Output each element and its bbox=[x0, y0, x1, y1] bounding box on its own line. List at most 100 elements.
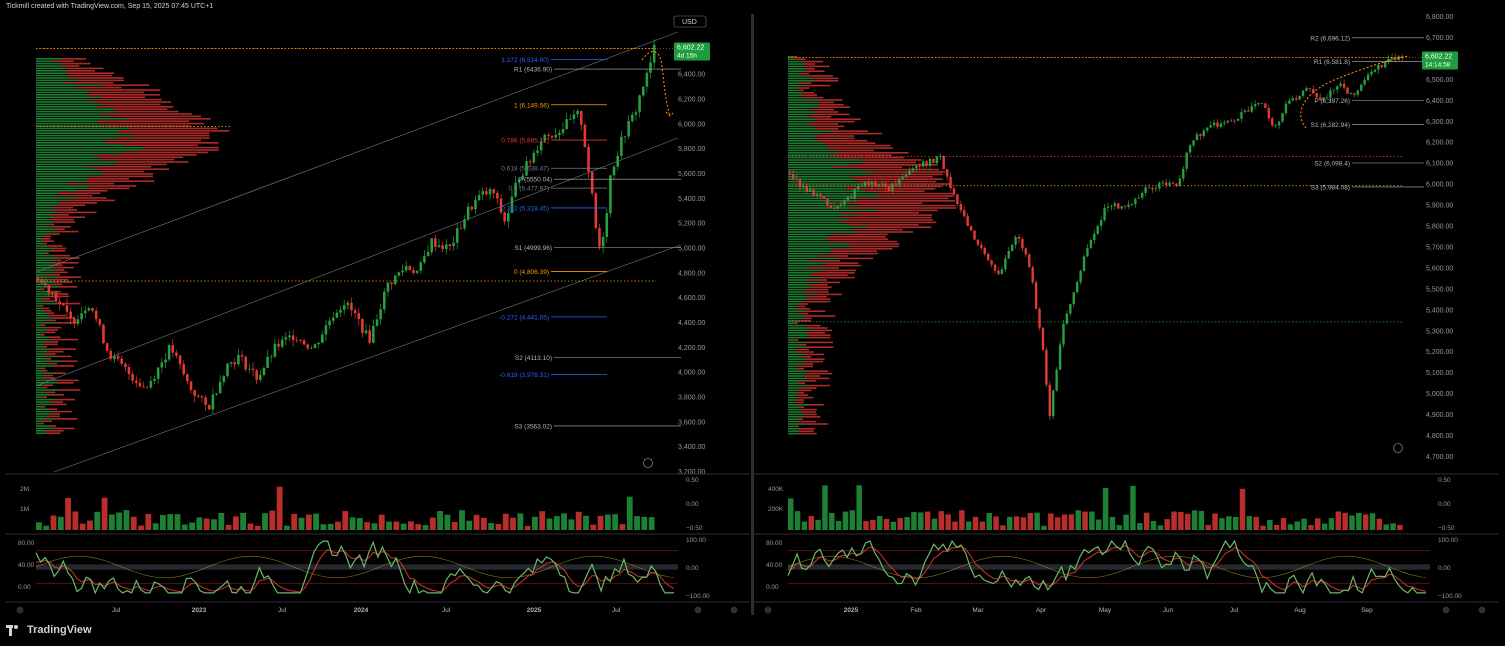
volume-profile-bar-down bbox=[112, 108, 168, 110]
volume-profile-bar-down bbox=[77, 79, 124, 82]
volume-bar bbox=[918, 512, 924, 530]
volume-profile-bar-up bbox=[36, 74, 68, 77]
volume-profile-bar-down bbox=[55, 262, 79, 264]
volume-profile-bar-down bbox=[110, 115, 202, 118]
left-chart-panel[interactable]: 6,800.006,600.006,400.006,200.006,000.00… bbox=[6, 14, 750, 615]
volume-profile-bar-up bbox=[36, 403, 50, 406]
left-chart-svg[interactable]: 6,800.006,600.006,400.006,200.006,000.00… bbox=[6, 14, 750, 615]
stoch-left-axis-label: 40.00 bbox=[18, 562, 35, 569]
candle-down bbox=[1031, 267, 1034, 283]
volume-profile-bar-down bbox=[838, 257, 874, 260]
candle-down bbox=[997, 270, 1000, 275]
volume-profile-bar-down bbox=[101, 96, 146, 98]
volume-profile-bar-down bbox=[90, 175, 153, 178]
volume-profile-bar-down bbox=[52, 206, 74, 209]
volume-profile-bar-up bbox=[36, 250, 50, 252]
volume-profile-bar-up bbox=[36, 264, 51, 266]
volume-profile-bar-down bbox=[55, 427, 75, 430]
candle-down bbox=[1315, 92, 1318, 98]
volume-profile-bar-down bbox=[808, 267, 840, 269]
volume-profile-bar-down bbox=[39, 288, 45, 290]
volume-bar bbox=[473, 514, 480, 530]
candle-down bbox=[251, 368, 255, 371]
volume-profile-bar-down bbox=[798, 344, 807, 346]
volume-profile-bar-down bbox=[75, 86, 122, 89]
candle-up bbox=[404, 265, 408, 271]
volume-profile-bar-up bbox=[36, 334, 41, 336]
candle-down bbox=[368, 330, 371, 343]
volume-bar bbox=[1000, 525, 1006, 530]
pivot-level-label: P (5550.04) bbox=[518, 177, 552, 184]
volume-bar bbox=[1260, 525, 1266, 530]
volume-profile-bar-down bbox=[850, 245, 899, 248]
volume-profile-bar-up bbox=[36, 367, 40, 370]
candle-up bbox=[226, 363, 229, 377]
volume-profile-bar-up bbox=[36, 370, 43, 372]
candle-down bbox=[1147, 187, 1151, 189]
volume-profile-bar-up bbox=[788, 308, 799, 310]
volume-profile-bar-up bbox=[788, 144, 829, 147]
volume-profile-bar-up bbox=[788, 264, 821, 267]
candle-up bbox=[1168, 182, 1171, 186]
volume-profile-bar-up bbox=[36, 158, 99, 161]
right-chart-panel[interactable]: 6,800.006,700.006,600.006,500.006,400.00… bbox=[754, 14, 1498, 615]
volume-profile-bar-down bbox=[814, 101, 835, 104]
volume-profile-bar-down bbox=[39, 324, 46, 326]
volume-profile-bar-up bbox=[36, 372, 54, 374]
volume-profile-bar-up bbox=[788, 284, 808, 286]
candle-up bbox=[572, 114, 576, 119]
chart-settings-icon bbox=[1393, 443, 1403, 453]
candle-down bbox=[175, 352, 178, 356]
volume-profile-bar-up bbox=[788, 360, 806, 363]
volume-profile-bar-down bbox=[45, 341, 59, 343]
candle-down bbox=[105, 343, 109, 351]
volume-label: 400K bbox=[768, 486, 784, 493]
y-tick-label: 3,600.00 bbox=[678, 419, 705, 426]
volume-profile-bar-down bbox=[47, 425, 56, 427]
volume-profile-bar-down bbox=[105, 142, 219, 144]
volume-profile-bar-down bbox=[49, 250, 66, 252]
candle-down bbox=[583, 124, 587, 147]
candle-down bbox=[40, 280, 43, 283]
volume-profile-bar-up bbox=[788, 216, 839, 219]
volume-profile-bar-up bbox=[36, 302, 58, 305]
volume-profile-bar-down bbox=[798, 320, 812, 322]
volume-profile-bar-up bbox=[36, 326, 47, 329]
volume-profile-bar-up bbox=[36, 86, 76, 89]
tradingview-logo[interactable]: TradingView bbox=[6, 624, 92, 636]
volume-profile-bar-up bbox=[788, 63, 805, 65]
candle-up bbox=[463, 219, 466, 229]
volume-profile-bar-up bbox=[788, 228, 852, 231]
candle-down bbox=[932, 158, 935, 163]
volume-bar bbox=[539, 511, 546, 530]
candle-down bbox=[361, 318, 364, 334]
candle-up bbox=[539, 141, 543, 151]
volume-profile-bar-up bbox=[788, 176, 850, 178]
volume-profile-bar-up bbox=[36, 410, 58, 413]
candle-up bbox=[149, 380, 153, 388]
pivot-level-label: S3 (5,984.08) bbox=[1311, 184, 1350, 191]
candle-up bbox=[1390, 57, 1394, 59]
volume-bar bbox=[284, 525, 290, 530]
volume-profile-bar-up bbox=[788, 77, 814, 80]
volume-profile-bar-down bbox=[838, 216, 932, 219]
pane-separator[interactable] bbox=[751, 14, 754, 615]
stoch-left-axis-label: 0.00 bbox=[18, 584, 31, 591]
fib-level-label: 0.786 (5,865.12) bbox=[501, 138, 549, 145]
candle-down bbox=[798, 179, 802, 188]
candle-up bbox=[620, 136, 623, 156]
volume-profile-bar-down bbox=[859, 168, 939, 171]
volume-profile-bar-down bbox=[829, 236, 886, 238]
candle-down bbox=[819, 194, 822, 197]
y-tick-label: 5,400.00 bbox=[678, 196, 705, 203]
candle-up bbox=[310, 347, 313, 349]
volume-profile-bar-down bbox=[58, 389, 81, 391]
right-chart-svg[interactable]: 6,800.006,700.006,600.006,500.006,400.00… bbox=[754, 14, 1498, 615]
volume-profile-bar-down bbox=[43, 343, 58, 346]
volume-axis-label: 0.00 bbox=[1438, 501, 1451, 508]
volume-profile-bar-up bbox=[36, 257, 59, 259]
volume-profile-bar-down bbox=[799, 387, 817, 389]
volume-bar bbox=[167, 514, 174, 530]
volume-profile-bar-up bbox=[36, 101, 95, 103]
candle-up bbox=[652, 44, 656, 63]
